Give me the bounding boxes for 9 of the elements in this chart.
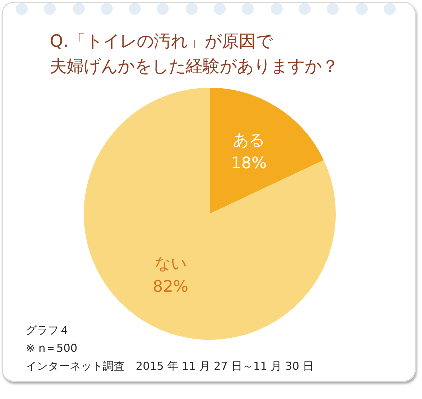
data-label: 82% (153, 276, 189, 296)
slice-label: ない (154, 254, 187, 273)
chart-title: Q.「トイレの汚れ」が原因で (50, 31, 274, 54)
data-label: 18% (231, 153, 267, 172)
slice-label: ある (233, 130, 266, 150)
text: ※ n＝500 (26, 341, 79, 357)
text: グラフ４ (26, 323, 71, 339)
chart-subtitle: 夫婦げんかをした経験がありますか？ (50, 56, 340, 79)
text: インターネット調査 2015 年 11 月 27 日～11 月 30 日 (26, 359, 314, 375)
